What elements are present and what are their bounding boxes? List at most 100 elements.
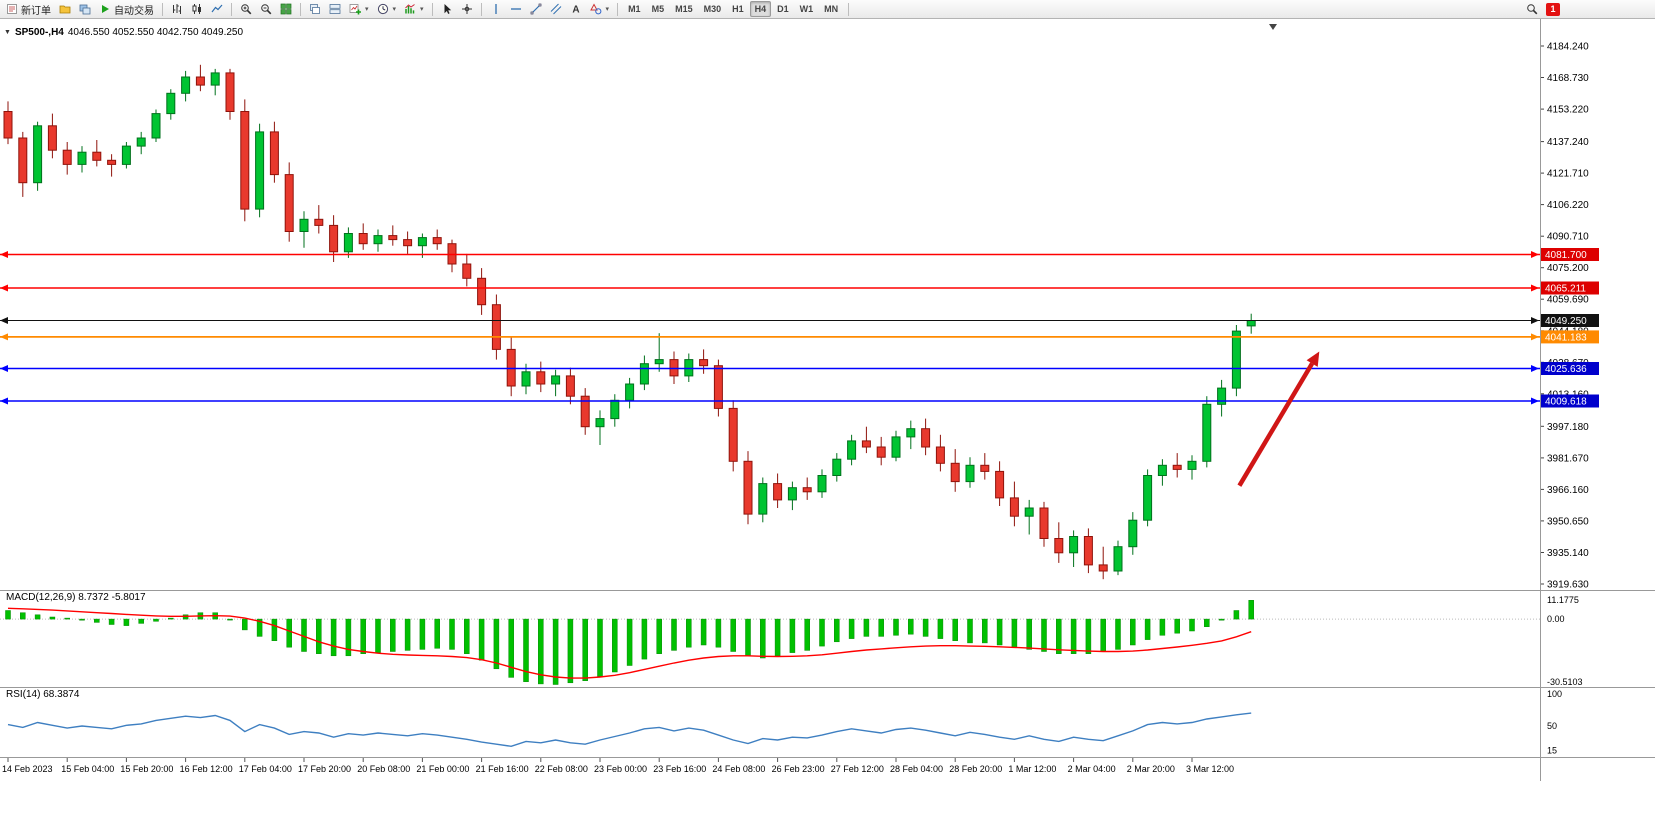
text-tool-button[interactable]: A: [567, 1, 585, 17]
svg-text:4009.618: 4009.618: [1545, 397, 1587, 408]
tile-horizontal-button[interactable]: [326, 1, 344, 17]
svg-text:16 Feb 12:00: 16 Feb 12:00: [180, 764, 233, 774]
line-chart-button[interactable]: [208, 1, 226, 17]
timeframe-m15-button[interactable]: M15: [675, 4, 693, 14]
svg-text:11.1775: 11.1775: [1547, 595, 1579, 605]
profiles-button[interactable]: [76, 1, 94, 17]
chart-shift-marker[interactable]: [1269, 24, 1277, 30]
shapes-icon: [589, 3, 601, 15]
svg-text:A: A: [572, 5, 579, 16]
search-icon: [1527, 4, 1538, 15]
svg-text:20 Feb 08:00: 20 Feb 08:00: [357, 764, 410, 774]
svg-text:2 Mar 04:00: 2 Mar 04:00: [1068, 764, 1116, 774]
macd-panel: 11.1775 0.00 -30.5103: [0, 595, 1583, 687]
tile-icon: [329, 4, 341, 14]
new-chart-dropdown-button[interactable]: ▾: [346, 1, 372, 17]
trendline-icon: [530, 3, 541, 15]
timeframe-h1-button[interactable]: H1: [732, 4, 744, 14]
chart-plus-icon: [349, 4, 361, 15]
play-icon: [102, 5, 109, 13]
svg-text:4025.636: 4025.636: [1545, 364, 1587, 375]
svg-text:3981.670: 3981.670: [1547, 453, 1589, 464]
svg-text:3919.630: 3919.630: [1547, 580, 1589, 591]
zoom-out-button[interactable]: [257, 1, 275, 17]
timeframe-m30-button[interactable]: M30: [703, 4, 722, 14]
toolbar-separator: [162, 2, 163, 16]
zoom-in-button[interactable]: [237, 1, 255, 17]
timeframe-h4-button[interactable]: H4: [749, 1, 772, 17]
svg-text:4106.220: 4106.220: [1547, 200, 1589, 211]
magnifier-plus-icon: [241, 4, 252, 15]
svg-text:4153.220: 4153.220: [1547, 105, 1589, 116]
svg-text:17 Feb 04:00: 17 Feb 04:00: [239, 764, 292, 774]
search-button[interactable]: [1523, 1, 1541, 17]
collapse-triangle-icon[interactable]: ▼: [4, 29, 11, 36]
channel-button[interactable]: [547, 1, 565, 17]
svg-text:4137.240: 4137.240: [1547, 137, 1589, 148]
new-order-button[interactable]: 新订单: [3, 1, 54, 17]
panel-dividers[interactable]: [0, 19, 1655, 781]
crosshair-button[interactable]: [458, 1, 476, 17]
new-order-label: 新订单: [21, 5, 51, 17]
svg-text:0.00: 0.00: [1547, 614, 1565, 624]
bars-icon: [173, 4, 181, 14]
timeframe-w1-button[interactable]: W1: [799, 4, 814, 14]
timeframe-m5-button[interactable]: M5: [651, 4, 665, 14]
horizontal-line-icon: [510, 8, 521, 10]
svg-text:3935.140: 3935.140: [1547, 548, 1589, 559]
svg-text:1 Mar 12:00: 1 Mar 12:00: [1008, 764, 1056, 774]
chart-canvas[interactable]: 4184.240 4168.730 4153.220 4137.240 4121.710…: [0, 19, 1655, 823]
toolbar-separator: [480, 2, 482, 16]
vertical-line-icon: [494, 4, 497, 14]
svg-text:3950.650: 3950.650: [1547, 516, 1589, 527]
vertical-line-button[interactable]: [487, 1, 505, 17]
windows-icon: [79, 4, 91, 15]
horizontal-line-button[interactable]: [507, 1, 525, 17]
trend-arrow-annotation[interactable]: [1237, 351, 1320, 487]
notification-badge[interactable]: 1: [1546, 2, 1560, 16]
tile-windows-button[interactable]: [277, 1, 295, 17]
horizontal-lines-layer[interactable]: 4081.700 4065.211 4049.250 4041.183 4025.636…: [0, 248, 1599, 408]
timeframe-mn-button[interactable]: MN: [824, 4, 839, 14]
svg-text:4184.240: 4184.240: [1547, 42, 1589, 53]
bar-chart-button[interactable]: [168, 1, 186, 17]
timeframe-toolbar: M1 M5 M15 M30 H1 H4 D1 W1 MN: [623, 1, 843, 17]
autotrading-button[interactable]: 自动交易: [96, 1, 157, 17]
line-chart-icon: [211, 4, 223, 13]
timeframe-d1-button[interactable]: D1: [777, 4, 789, 14]
timeframe-m1-button[interactable]: M1: [628, 4, 641, 14]
svg-text:21 Feb 16:00: 21 Feb 16:00: [476, 764, 529, 774]
svg-text:3 Mar 12:00: 3 Mar 12:00: [1186, 764, 1234, 774]
svg-text:4121.710: 4121.710: [1547, 169, 1589, 180]
cascade-windows-button[interactable]: [306, 1, 324, 17]
toolbar-separator: [848, 2, 850, 16]
trendline-button[interactable]: [527, 1, 545, 17]
price-axis[interactable]: 4184.240 4168.730 4153.220 4137.240 4121.710…: [1540, 42, 1589, 591]
chevron-down-icon: ▾: [392, 6, 397, 13]
svg-text:23 Feb 00:00: 23 Feb 00:00: [594, 764, 647, 774]
svg-text:4075.200: 4075.200: [1547, 263, 1589, 274]
rsi-panel: 100 50 15: [7, 689, 1562, 756]
chevron-down-icon: ▾: [420, 6, 424, 13]
svg-text:-30.5103: -30.5103: [1547, 677, 1583, 687]
folder-icon: [59, 5, 71, 14]
text-a-icon: A: [572, 5, 579, 16]
toolbar-separator: [300, 2, 301, 16]
svg-text:4059.690: 4059.690: [1547, 295, 1589, 306]
svg-text:4081.700: 4081.700: [1545, 250, 1587, 261]
svg-text:26 Feb 23:00: 26 Feb 23:00: [772, 764, 825, 774]
svg-text:4041.183: 4041.183: [1545, 332, 1587, 343]
autotrading-label: 自动交易: [114, 5, 154, 17]
indicators-dropdown-button[interactable]: ▾: [401, 1, 427, 17]
shapes-dropdown-button[interactable]: ▾: [587, 1, 613, 17]
chevron-down-icon: ▾: [605, 6, 610, 13]
candlestick-chart-button[interactable]: [188, 1, 206, 17]
new-chart-button[interactable]: [56, 1, 74, 17]
cursor-button[interactable]: [438, 1, 456, 17]
svg-text:4168.730: 4168.730: [1547, 73, 1589, 84]
green-grid-icon: [280, 3, 292, 15]
periods-dropdown-button[interactable]: ▾: [374, 1, 400, 17]
time-axis[interactable]: 14 Feb 2023 15 Feb 04:00 15 Feb 20:00 16 Fe…: [2, 758, 1234, 774]
svg-text:4049.250: 4049.250: [1545, 316, 1587, 327]
svg-text:15: 15: [1547, 746, 1557, 756]
